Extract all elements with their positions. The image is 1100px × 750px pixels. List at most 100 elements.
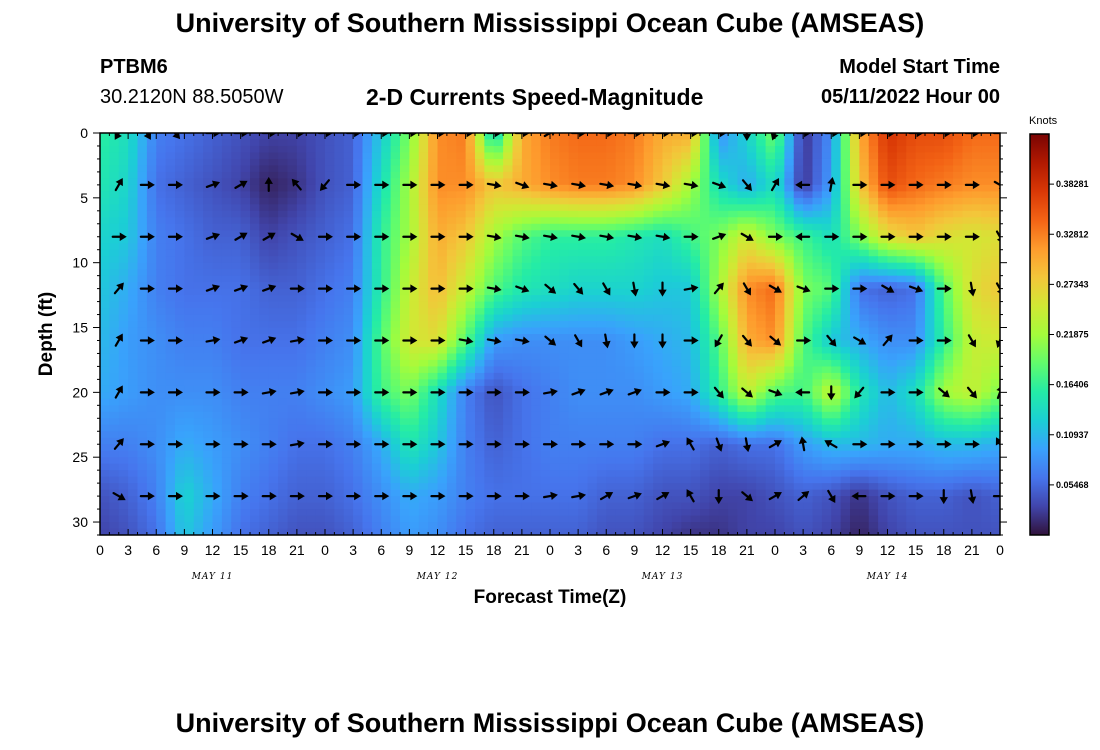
- heatmap-cell: [268, 411, 279, 419]
- heatmap-cell: [259, 463, 270, 471]
- heatmap-cell: [334, 236, 345, 244]
- heatmap-cell: [765, 152, 776, 160]
- heatmap-cell: [353, 230, 364, 238]
- heatmap-cell: [109, 230, 120, 238]
- heatmap-cell: [315, 204, 326, 212]
- heatmap-cell: [287, 359, 298, 368]
- heatmap-cell: [662, 230, 673, 238]
- heatmap-cell: [550, 197, 560, 205]
- heatmap-cell: [437, 139, 448, 147]
- heatmap-cell: [306, 139, 317, 147]
- heatmap-cell: [606, 178, 617, 186]
- heatmap-cell: [128, 178, 139, 186]
- heatmap-cell: [550, 230, 560, 238]
- heatmap-cell: [128, 314, 139, 322]
- heatmap-cell: [840, 191, 851, 199]
- heatmap-cell: [746, 178, 757, 186]
- heatmap-cell: [653, 236, 664, 244]
- heatmap-cell: [709, 152, 720, 160]
- heatmap-cell: [221, 334, 232, 342]
- heatmap-cell: [315, 489, 326, 497]
- heatmap-cell: [203, 502, 214, 510]
- heatmap-cell: [625, 152, 635, 160]
- heatmap-cell: [296, 223, 307, 231]
- heatmap-cell: [146, 152, 157, 160]
- heatmap-cell: [812, 437, 823, 445]
- heatmap-cell: [343, 327, 354, 335]
- heatmap-cell: [287, 353, 298, 361]
- heatmap-cell: [137, 217, 148, 225]
- heatmap-cell: [231, 145, 242, 154]
- heatmap-cell: [606, 509, 617, 517]
- heatmap-cell: [728, 444, 739, 452]
- heatmap-cell: [587, 262, 598, 270]
- heatmap-cell: [381, 210, 392, 218]
- heatmap-cell: [296, 256, 307, 264]
- heatmap-cell: [784, 178, 795, 186]
- heatmap-cell: [400, 165, 410, 173]
- heatmap-cell: [653, 334, 664, 342]
- heatmap-cell: [493, 327, 504, 335]
- heatmap-cell: [456, 470, 467, 478]
- heatmap-cell: [146, 249, 157, 257]
- heatmap-cell: [671, 145, 682, 154]
- heatmap-cell: [315, 385, 326, 393]
- heatmap-cell: [812, 334, 823, 342]
- heatmap-cell: [512, 262, 523, 270]
- heatmap-cell: [400, 178, 410, 186]
- heatmap-cell: [109, 431, 120, 439]
- heatmap-cell: [596, 301, 607, 309]
- heatmap-cell: [475, 483, 485, 491]
- heatmap-cell: [709, 243, 720, 251]
- heatmap-cell: [840, 470, 851, 478]
- heatmap-cell: [503, 366, 514, 374]
- heatmap-cell: [690, 230, 701, 238]
- heatmap-cell: [418, 158, 429, 167]
- heatmap-cell: [128, 359, 139, 368]
- heatmap-cell: [296, 197, 307, 205]
- heatmap-cell: [221, 249, 232, 257]
- heatmap-cell: [456, 528, 467, 535]
- heatmap-cell: [409, 275, 420, 283]
- heatmap-cell: [709, 450, 720, 458]
- heatmap-cell: [428, 418, 439, 426]
- heatmap-cell: [362, 191, 373, 199]
- heatmap-cell: [381, 392, 392, 400]
- heatmap-cell: [803, 191, 814, 199]
- heatmap-cell: [362, 301, 373, 309]
- heatmap-cell: [475, 145, 485, 154]
- heatmap-cell: [493, 470, 504, 478]
- heatmap-cell: [475, 327, 485, 335]
- heatmap-cell: [193, 295, 204, 303]
- heatmap-cell: [165, 217, 176, 225]
- heatmap-cell: [146, 476, 157, 484]
- heatmap-cell: [400, 256, 410, 264]
- heatmap-cell: [606, 528, 617, 535]
- heatmap-cell: [718, 509, 729, 517]
- heatmap-cell: [737, 249, 748, 257]
- heatmap-cell: [578, 476, 589, 484]
- heatmap-cell: [550, 256, 560, 264]
- heatmap-cell: [634, 392, 645, 400]
- heatmap-cell: [343, 431, 354, 439]
- heatmap-cell: [521, 236, 532, 244]
- heatmap-cell: [165, 418, 176, 426]
- heatmap-cell: [100, 158, 110, 167]
- heatmap-cell: [409, 476, 420, 484]
- heatmap-cell: [587, 145, 598, 154]
- heatmap-cell: [175, 522, 185, 530]
- heatmap-cell: [765, 372, 776, 380]
- heatmap-cell: [840, 528, 851, 535]
- heatmap-cell: [418, 450, 429, 458]
- heatmap-cell: [559, 398, 570, 406]
- heatmap-cell: [203, 418, 214, 426]
- heatmap-cell: [306, 308, 317, 316]
- heatmap-cell: [465, 353, 476, 361]
- heatmap-cell: [184, 476, 195, 484]
- heatmap-cell: [175, 372, 185, 380]
- heatmap-cell: [587, 470, 598, 478]
- heatmap-cell: [671, 411, 682, 419]
- heatmap-cell: [803, 405, 814, 413]
- heatmap-cell: [259, 288, 270, 296]
- heatmap-cell: [118, 210, 129, 218]
